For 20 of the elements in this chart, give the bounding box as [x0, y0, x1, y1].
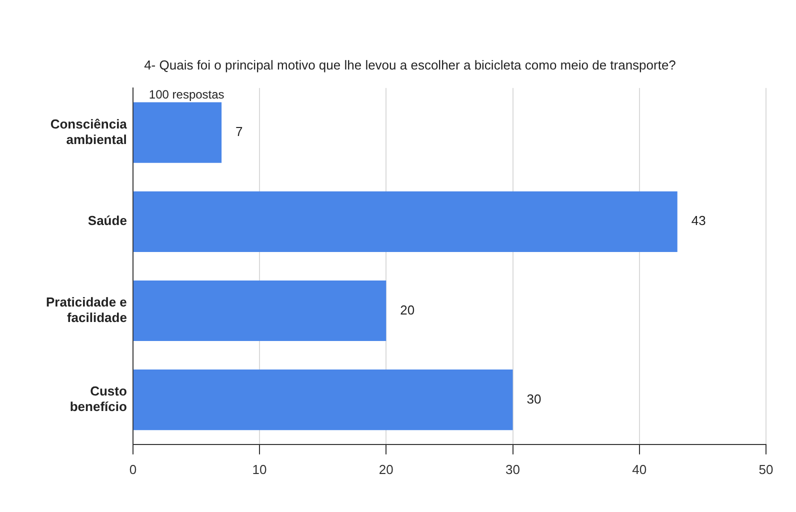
bar — [133, 370, 513, 430]
chart-subtitle: 100 respostas — [148, 87, 224, 102]
chart-title: 4- Quais foi o principal motivo que lhe levou a escolher a bicicleta como meio de transporte? — [144, 58, 676, 73]
bar — [133, 280, 386, 342]
x-tick-label: 50 — [758, 462, 774, 477]
y-tick-label: Custo benefício — [70, 384, 127, 414]
x-tick-label: 40 — [632, 462, 647, 477]
x-tick-label: 0 — [129, 462, 137, 477]
y-tick-label: Saúde — [88, 213, 127, 228]
x-tick-label: 20 — [378, 462, 394, 477]
y-tick-label: Consciência ambiental — [50, 116, 128, 147]
data-label: 30 — [526, 391, 542, 406]
data-label: 43 — [691, 213, 706, 228]
bar — [133, 102, 222, 163]
x-tick-label: 30 — [506, 462, 520, 477]
y-tick-label: Praticidade e facilidade — [46, 294, 127, 326]
data-label: 20 — [400, 302, 415, 318]
data-label: 7 — [236, 124, 243, 140]
x-tick-label: 10 — [252, 462, 267, 477]
bar — [133, 191, 678, 252]
